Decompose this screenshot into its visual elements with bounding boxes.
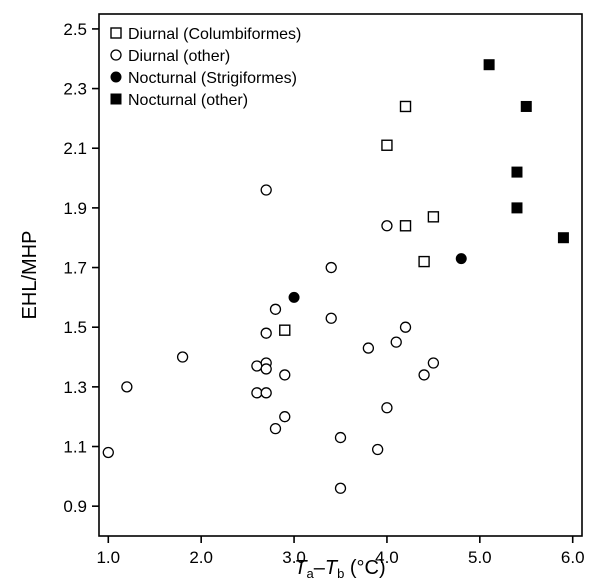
plot-frame — [98, 13, 583, 537]
data-point-square-filled — [511, 166, 523, 178]
x-tick-label: 6.0 — [561, 548, 585, 567]
x-axis-title-t2: T — [325, 557, 339, 579]
data-point-circle-open — [334, 431, 347, 444]
data-point-circle-open — [381, 402, 393, 414]
data-point-circle-open — [279, 369, 291, 381]
x-tick-label: 4.0 — [375, 548, 399, 567]
legend: Diurnal (Columbiformes) Diurnal (other) No… — [110, 26, 301, 109]
legend-label: Diurnal (Columbiformes) — [128, 26, 301, 43]
legend-marker-square-open — [110, 27, 122, 39]
data-point-square-open — [418, 255, 430, 268]
data-point-circle-filled — [288, 291, 300, 303]
data-point-circle-open — [269, 422, 282, 435]
data-point-square-open — [279, 324, 291, 336]
y-axis-ticks: 0.9 1.1 1.3 1.5 1.7 1.9 2.1 2.3 2.5 — [63, 20, 99, 516]
data-point-circle-open — [399, 321, 412, 333]
y-tick-label: 2.5 — [63, 20, 87, 39]
data-point-circle-open — [251, 387, 263, 399]
data-point-square-open — [381, 139, 393, 151]
legend-marker-circle-open — [110, 49, 122, 61]
data-point-circle-open — [176, 351, 189, 363]
x-axis-title-sub-a: a — [307, 566, 315, 580]
data-point-square-filled — [483, 59, 495, 71]
data-point-circle-open — [427, 357, 440, 369]
data-point-circle-open — [381, 220, 393, 232]
x-axis-title-sub-b: b — [337, 566, 344, 580]
data-point-circle-filled — [455, 253, 467, 265]
x-axis-title: Ta–Tb (°C) — [294, 557, 385, 580]
legend-marker-square-filled — [110, 93, 122, 105]
y-tick-label: 2.1 — [63, 139, 87, 158]
y-tick-label: 1.1 — [63, 438, 87, 457]
data-point-circle-open — [260, 363, 272, 375]
y-tick-label: 2.3 — [63, 80, 87, 99]
plot-area — [98, 13, 583, 537]
data-point-square-open — [399, 100, 412, 113]
data-point-circle-open — [325, 312, 337, 324]
data-point-square-filled — [557, 232, 569, 244]
y-axis-title: EHL/MHP — [19, 231, 41, 320]
x-axis-title-dash: – — [314, 557, 326, 579]
legend-label: Nocturnal (Strigiformes) — [128, 70, 297, 87]
data-point-circle-open — [260, 327, 272, 339]
data-point-circle-open — [121, 381, 133, 393]
data-point-circle-open — [325, 261, 337, 274]
data-point-square-filled — [511, 202, 523, 214]
data-point-square-open — [399, 220, 412, 232]
x-axis-title-unit: (°C) — [344, 557, 385, 579]
data-point-circle-open — [279, 411, 291, 423]
x-tick-label: 3.0 — [282, 548, 306, 567]
legend-label: Nocturnal (other) — [128, 92, 248, 109]
y-tick-label: 1.5 — [63, 318, 87, 337]
x-tick-label: 1.0 — [96, 548, 120, 567]
y-tick-label: 1.7 — [63, 259, 87, 278]
x-axis-title-t1: T — [294, 557, 308, 579]
data-point-circle-open — [372, 443, 384, 456]
data-marks — [102, 59, 569, 494]
data-point-square-filled — [520, 100, 532, 112]
data-point-circle-open — [334, 482, 347, 494]
data-point-circle-open — [251, 360, 263, 372]
y-tick-label: 0.9 — [63, 497, 87, 516]
data-point-circle-open — [260, 184, 272, 196]
legend-label: Diurnal (other) — [128, 48, 230, 65]
x-axis-ticks: 1.0 2.0 3.0 4.0 5.0 6.0 — [96, 536, 585, 567]
data-point-square-open — [427, 211, 440, 223]
data-point-circle-open — [390, 336, 402, 348]
x-tick-label: 5.0 — [468, 548, 492, 567]
y-tick-label: 1.9 — [63, 199, 87, 218]
x-tick-label: 2.0 — [189, 548, 213, 567]
data-point-circle-open — [362, 342, 375, 354]
legend-marker-circle-filled — [110, 71, 122, 83]
data-point-circle-open — [260, 387, 272, 399]
data-point-circle-open — [269, 303, 282, 315]
data-point-circle-open — [102, 446, 114, 459]
y-tick-label: 1.3 — [63, 378, 87, 397]
data-point-circle-open — [418, 369, 430, 381]
